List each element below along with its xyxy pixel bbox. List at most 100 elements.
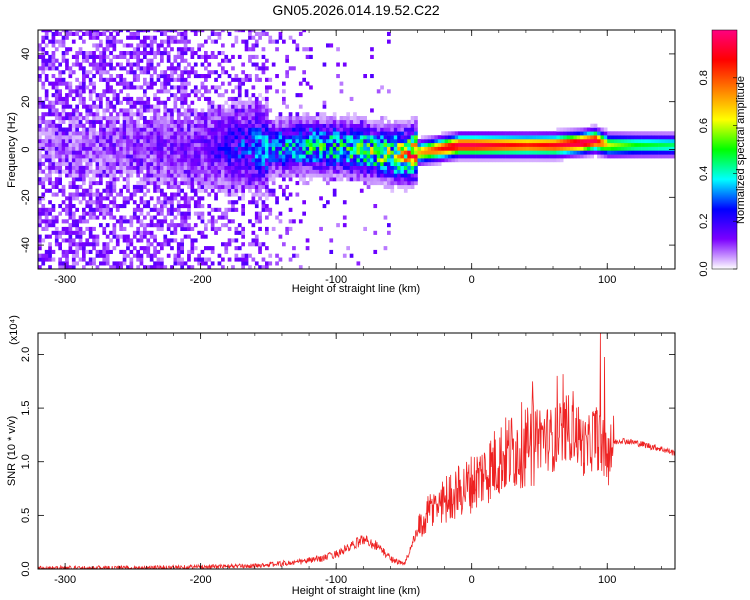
spectrogram-cell bbox=[214, 77, 218, 82]
spectrogram-cell bbox=[468, 150, 472, 155]
spectrogram-cell bbox=[143, 100, 147, 105]
spectrogram-cell bbox=[183, 215, 188, 220]
spectrogram-cell bbox=[285, 123, 289, 128]
spectrogram-cell bbox=[532, 154, 537, 159]
spectrogram-cell bbox=[525, 131, 530, 136]
spectrogram-cell bbox=[376, 146, 381, 151]
y-tick-label: 20 bbox=[20, 96, 32, 108]
spectrogram-cell bbox=[180, 146, 184, 151]
spectrogram-cell bbox=[322, 177, 327, 182]
spectrogram-cell bbox=[292, 116, 296, 121]
spectrogram-cell bbox=[353, 173, 357, 178]
spectrogram-cell bbox=[115, 177, 120, 182]
spectrogram-cell bbox=[546, 142, 550, 147]
spectrogram-cell bbox=[160, 116, 164, 121]
spectrogram-cell bbox=[44, 139, 49, 144]
spectrogram-cell bbox=[359, 158, 364, 163]
spectrogram-cell bbox=[153, 139, 157, 144]
spectrogram-cell bbox=[115, 165, 120, 170]
spectrogram-cell bbox=[468, 135, 472, 140]
spectrogram-cell bbox=[353, 127, 357, 132]
spectrogram-cell bbox=[109, 215, 113, 220]
spectrogram-cell bbox=[75, 51, 79, 56]
spectrogram-cell bbox=[387, 223, 391, 228]
spectrogram-cell bbox=[139, 184, 144, 189]
spectrogram-cell bbox=[464, 139, 469, 144]
spectrogram-cell bbox=[146, 43, 151, 48]
spectrogram-cell bbox=[183, 119, 188, 124]
spectrogram-cell bbox=[102, 112, 107, 117]
spectrogram-cell bbox=[65, 47, 69, 52]
spectrogram-cell bbox=[149, 173, 154, 178]
spectrogram-cell bbox=[163, 85, 168, 90]
spectrogram-cell bbox=[102, 66, 107, 71]
spectrogram-cell bbox=[210, 165, 215, 170]
spectrogram-cell bbox=[349, 96, 354, 101]
spectrogram-cell bbox=[51, 146, 56, 151]
spectrogram-cell bbox=[634, 150, 638, 155]
spectrogram-cell bbox=[254, 54, 259, 59]
spectrogram-cell bbox=[268, 35, 273, 40]
spectrogram-cell bbox=[227, 116, 232, 121]
spectrogram-cell bbox=[180, 104, 184, 109]
spectrogram-cell bbox=[126, 119, 130, 124]
spectrogram-cell bbox=[58, 257, 62, 262]
spectrogram-cell bbox=[397, 135, 401, 140]
spectrogram-cell bbox=[231, 154, 235, 159]
spectrogram-cell bbox=[65, 96, 69, 101]
spectrogram-cell bbox=[292, 131, 296, 136]
spectrogram-cell bbox=[115, 154, 120, 159]
spectrogram-cell bbox=[397, 158, 401, 163]
spectrogram-cell bbox=[92, 119, 96, 124]
spectrogram-cell bbox=[143, 108, 147, 113]
spectrogram-cell bbox=[119, 89, 123, 94]
spectrogram-cell bbox=[166, 211, 171, 216]
spectrogram-cell bbox=[282, 139, 286, 144]
spectrogram-cell bbox=[529, 139, 533, 144]
spectrogram-cell bbox=[285, 169, 289, 174]
spectrogram-cell bbox=[427, 161, 432, 166]
spectrogram-cell bbox=[658, 131, 662, 136]
spectrogram-cell bbox=[400, 184, 405, 189]
spectrogram-cell bbox=[207, 127, 212, 132]
spectrogram-cell bbox=[434, 142, 439, 147]
spectrogram-cell bbox=[214, 89, 218, 94]
spectrogram-cell bbox=[187, 119, 191, 124]
snr-y-ticks: 0.00.51.01.52.0 bbox=[20, 347, 675, 577]
spectrogram-cell bbox=[75, 165, 79, 170]
spectrogram-cell bbox=[48, 146, 52, 151]
spectrogram-cell bbox=[193, 154, 198, 159]
spectrogram-cell bbox=[122, 177, 127, 182]
spectrogram-cell bbox=[119, 150, 123, 155]
spectrogram-cell bbox=[481, 139, 486, 144]
spectrogram-cell bbox=[292, 135, 296, 140]
spectrogram-cell bbox=[204, 51, 208, 56]
spectrogram-cell bbox=[370, 154, 374, 159]
spectrogram-cell bbox=[282, 135, 286, 140]
spectrogram-cell bbox=[295, 43, 300, 48]
spectrogram-cell bbox=[78, 62, 83, 67]
spectrogram-cell bbox=[183, 100, 188, 105]
spectrogram-cell bbox=[170, 112, 174, 117]
spectrogram-cell bbox=[464, 142, 469, 147]
spectrogram-cell bbox=[58, 96, 62, 101]
spectrogram-cell bbox=[329, 139, 334, 144]
spectrogram-cell bbox=[373, 181, 378, 186]
spectrogram-cell bbox=[302, 154, 306, 159]
spectrogram-cell bbox=[156, 139, 161, 144]
spectrogram-cell bbox=[332, 135, 337, 140]
spectrogram-cell bbox=[166, 253, 171, 258]
spectrogram-cell bbox=[302, 135, 306, 140]
spectrogram-cell bbox=[244, 39, 249, 44]
spectrogram-cell bbox=[214, 196, 218, 201]
spectrogram-cell bbox=[312, 142, 317, 147]
spectrogram-cell bbox=[563, 127, 567, 132]
spectrogram-cell bbox=[153, 246, 157, 251]
spectrogram-cell bbox=[414, 165, 418, 170]
spectrogram-cell bbox=[88, 169, 93, 174]
spectrogram-cell bbox=[166, 112, 171, 117]
spectrogram-cell bbox=[85, 30, 90, 33]
spectrogram-cell bbox=[268, 146, 273, 151]
spectrogram-cell bbox=[187, 154, 191, 159]
spectrogram-cell bbox=[285, 154, 289, 159]
